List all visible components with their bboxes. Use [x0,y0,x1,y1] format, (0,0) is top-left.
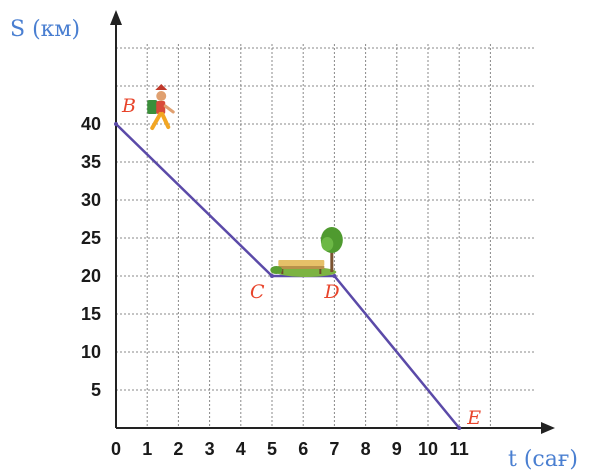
y-tick-label: 40 [81,114,101,134]
point-label-b: B [121,95,136,117]
data-point [457,426,462,430]
y-tick-label: 20 [81,266,101,286]
x-tick-label: 10 [418,439,438,459]
data-point [114,122,118,126]
point-label-e: E [466,407,481,429]
point-label-d: D [323,281,339,303]
x-tick-label: 6 [298,439,308,459]
x-tick-label: 8 [361,439,371,459]
data-point [270,274,274,278]
axes: 0 1 2 3 4 5 6 7 8 9 10 11 5 10 15 20 25 30 35 40 S (км) t (са… [10,10,578,470]
x-tick-label: 11 [450,439,469,459]
x-tick-label: 4 [236,439,246,459]
grid [116,44,534,428]
y-axis-title: S (км) [10,17,80,42]
hiker-icon [147,84,175,130]
y-tick-label: 5 [91,380,101,400]
y-tick-label: 15 [81,304,101,324]
bench-tree-icon [270,227,343,277]
y-tick-label: 30 [81,190,101,210]
y-tick-label: 35 [81,152,101,172]
x-axis-title: t (сағ) [508,447,578,470]
data-point [332,274,337,278]
y-tick-label: 10 [81,342,101,362]
x-tick-label: 5 [267,439,277,459]
x-tick-label: 0 [111,439,121,459]
x-tick-label: 2 [173,439,183,459]
series-line [115,123,461,429]
x-tick-label: 9 [392,439,402,459]
x-tick-label: 7 [329,439,339,459]
point-label-c: C [250,281,265,303]
y-tick-label: 25 [81,228,101,248]
x-tick-label: 1 [142,439,152,459]
y-axis-arrow [110,10,122,25]
x-axis-arrow [541,422,555,434]
x-tick-label: 3 [205,439,215,459]
